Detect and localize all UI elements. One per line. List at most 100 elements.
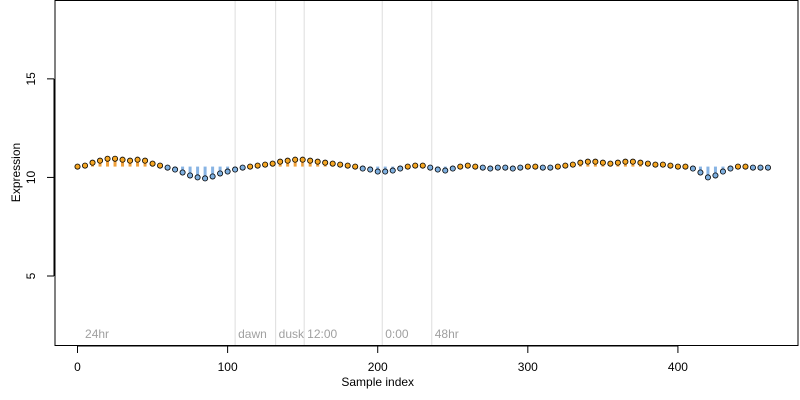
data-point [149, 160, 156, 167]
data-point [532, 163, 539, 170]
data-point [104, 155, 111, 162]
x-axis-label: Sample index [341, 375, 414, 389]
data-point [592, 158, 599, 165]
data-point [584, 158, 591, 165]
data-point [202, 175, 209, 182]
data-point [652, 161, 659, 168]
event-annotations: 24hr dawn dusk 12:00 0:00 48hr [85, 327, 459, 341]
x-tick-label: 0 [74, 360, 81, 374]
data-point [607, 160, 614, 167]
data-point [757, 164, 764, 171]
data-point [682, 163, 689, 170]
data-point [674, 163, 681, 170]
data-point [404, 163, 411, 170]
data-point [389, 167, 396, 174]
y-axis: 5 10 15 [24, 72, 55, 279]
data-point [277, 158, 284, 165]
data-point [442, 167, 449, 174]
data-point [547, 164, 554, 171]
data-point [644, 160, 651, 167]
x-tick-label: 200 [368, 360, 388, 374]
data-point [659, 161, 666, 168]
data-point [382, 168, 389, 175]
data-point [247, 163, 254, 170]
data-point [427, 164, 434, 171]
data-point [217, 170, 224, 177]
data-point [269, 160, 276, 167]
data-point [322, 159, 329, 166]
data-point [727, 165, 734, 172]
data-point [127, 157, 134, 164]
x-axis: 0 100 200 300 400 [74, 345, 688, 374]
x-tick-label: 400 [668, 360, 688, 374]
data-point [487, 165, 494, 172]
data-points [74, 155, 771, 182]
data-point [622, 158, 629, 165]
data-point [554, 163, 561, 170]
data-point [667, 162, 674, 169]
data-point [172, 166, 179, 173]
data-point [119, 156, 126, 163]
data-point [614, 159, 621, 166]
data-point [74, 163, 81, 170]
data-point [494, 164, 501, 171]
data-point [112, 155, 119, 162]
data-point [164, 164, 171, 171]
data-point [449, 165, 456, 172]
data-point [697, 169, 704, 176]
y-tick-label: 10 [24, 170, 38, 184]
data-point [224, 168, 231, 175]
x-tick-label: 300 [518, 360, 538, 374]
data-point [82, 162, 89, 169]
annotation-label-dawn: dawn [238, 327, 267, 341]
data-point [742, 163, 749, 170]
data-point [412, 162, 419, 169]
data-point [599, 159, 606, 166]
data-point [337, 161, 344, 168]
plot-frame [54, 0, 799, 346]
annotation-label-24hr: 24hr [85, 327, 109, 341]
data-point [434, 166, 441, 173]
event-guide-lines [234, 1, 433, 345]
data-point [562, 162, 569, 169]
data-point [89, 159, 96, 166]
data-point [749, 164, 756, 171]
data-point [524, 163, 531, 170]
data-point [397, 165, 404, 172]
data-point [299, 156, 306, 163]
data-point [517, 164, 524, 171]
data-point [97, 157, 104, 164]
data-point [329, 160, 336, 167]
data-point [284, 157, 291, 164]
data-point [577, 159, 584, 166]
data-point [179, 169, 186, 176]
data-point [344, 162, 351, 169]
data-point [292, 156, 299, 163]
annotation-label-dusk: dusk [279, 327, 305, 341]
data-point [314, 158, 321, 165]
data-point [539, 164, 546, 171]
data-point [734, 163, 741, 170]
data-point [764, 164, 771, 171]
data-point [194, 174, 201, 181]
y-axis-label: Expression [9, 143, 23, 202]
data-point [509, 165, 516, 172]
data-point [419, 162, 426, 169]
x-tick-label: 100 [218, 360, 238, 374]
data-point [704, 174, 711, 181]
data-point [629, 158, 636, 165]
data-point [157, 162, 164, 169]
data-point [457, 163, 464, 170]
data-point [254, 162, 261, 169]
data-point [472, 163, 479, 170]
data-point [307, 157, 314, 164]
annotation-label-0:00: 0:00 [385, 327, 409, 341]
data-point [352, 163, 359, 170]
y-tick-label: 15 [24, 72, 38, 86]
y-tick-label: 5 [24, 272, 38, 279]
data-point [262, 161, 269, 168]
data-point [712, 172, 719, 179]
annotation-label-12:00: 12:00 [307, 327, 337, 341]
data-point [367, 166, 374, 173]
